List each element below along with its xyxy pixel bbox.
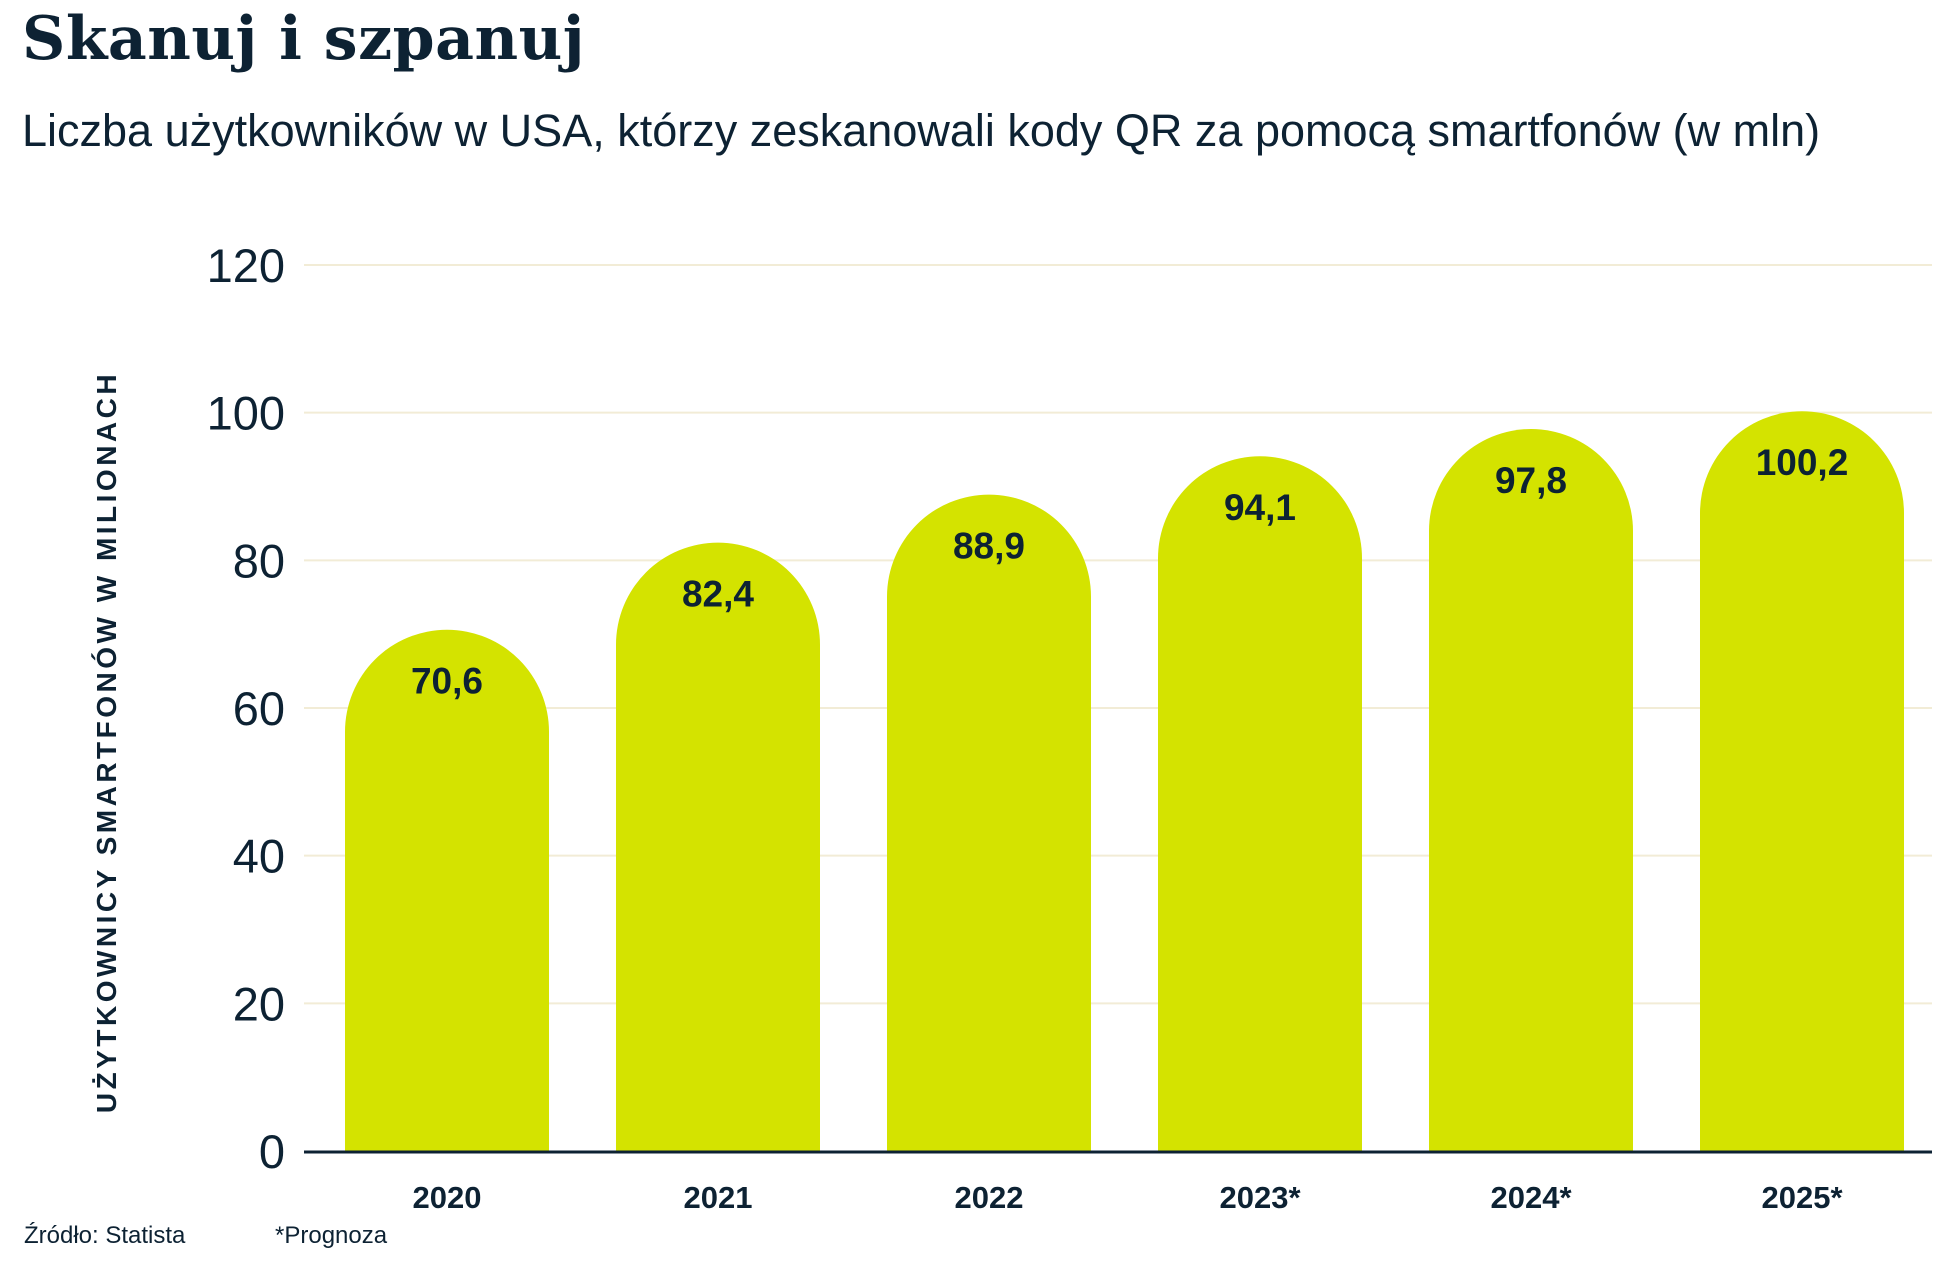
data-label: 100,2 (1756, 442, 1849, 483)
bar-2021 (616, 542, 820, 1151)
bar-2022 (887, 494, 1091, 1151)
data-label: 97,8 (1495, 460, 1567, 501)
y-tick-label: 40 (233, 830, 285, 883)
x-tick-label: 2025* (1761, 1180, 1843, 1215)
y-tick-label: 80 (233, 534, 285, 587)
chart-title: Skanuj i szpanuj (22, 4, 585, 74)
bar-2025* (1700, 411, 1904, 1151)
forecast-note: *Prognoza (275, 1222, 388, 1249)
data-label: 82,4 (682, 574, 754, 615)
data-label: 94,1 (1224, 487, 1296, 528)
y-tick-label: 0 (259, 1125, 285, 1178)
x-tick-label: 2020 (413, 1180, 482, 1215)
x-tick-label: 2023* (1219, 1180, 1301, 1215)
bar-2023* (1158, 456, 1362, 1151)
x-tick-label: 2022 (955, 1180, 1024, 1215)
bar-2020 (345, 629, 549, 1151)
y-tick-label: 20 (233, 977, 285, 1030)
y-tick-label: 120 (207, 239, 285, 292)
data-label: 70,6 (411, 661, 483, 702)
bar-2024* (1429, 429, 1633, 1151)
data-label: 88,9 (953, 526, 1025, 567)
source-note: Źródło: Statista (24, 1222, 186, 1249)
y-axis-label: UŻYTKOWNICY SMARTFONÓW W MILIONACH (91, 371, 122, 1113)
chart-subtitle: Liczba użytkowników w USA, którzy zeskan… (22, 105, 1821, 156)
y-tick-label: 100 (207, 387, 285, 440)
x-tick-label: 2021 (684, 1180, 753, 1215)
y-tick-label: 60 (233, 682, 285, 735)
x-tick-label: 2024* (1490, 1180, 1572, 1215)
